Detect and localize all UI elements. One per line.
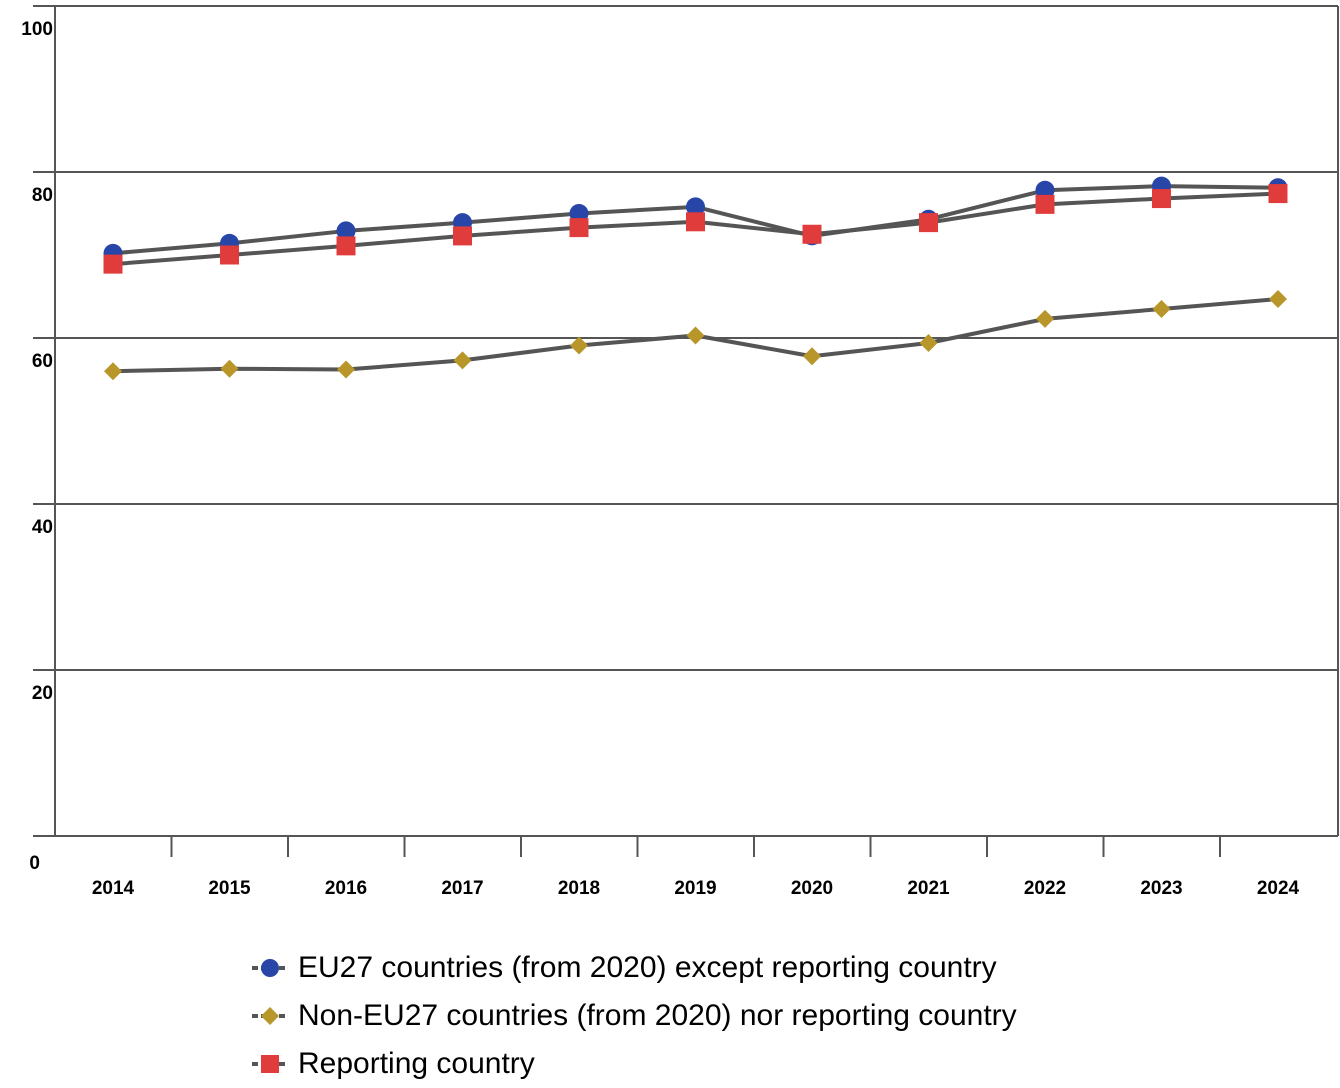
legend-label-reporting-country: Reporting country [298, 1047, 535, 1080]
point-square-2018 [569, 218, 589, 238]
legend-item-reporting-country: Reporting country [250, 1040, 1017, 1088]
x-tick-label-2016: 2016 [325, 878, 367, 899]
y-tick-labels: 0 20 40 60 80 100 [21, 19, 53, 874]
point-diamond-2022 [1036, 309, 1054, 328]
x-tick-labels: 2014 2015 2016 2017 2018 2019 2020 2021 2022 2023… [92, 878, 1300, 899]
x-tick-label-2019: 2019 [674, 878, 716, 899]
point-circle-2019 [686, 197, 705, 217]
point-diamond-2024 [1269, 289, 1287, 308]
x-tick-label-2024: 2024 [1257, 878, 1300, 899]
line-chart: 0 20 40 60 80 100 2014 2015 2016 2017 2018 2019 202… [21, 5, 1339, 899]
point-diamond-2017 [453, 351, 472, 370]
legend: EU27 countries (from 2020) except report… [250, 944, 1017, 1088]
x-tick-label-2018: 2018 [558, 878, 600, 899]
x-tick-label-2022: 2022 [1024, 878, 1066, 899]
point-square-2023 [1152, 189, 1171, 209]
point-diamond-2014 [104, 362, 122, 381]
legend-item-non-eu27: Non-EU27 countries (from 2020) nor repor… [250, 992, 1017, 1040]
legend-diamond-marker [252, 1007, 288, 1025]
y-tick-label-40: 40 [32, 517, 53, 538]
point-diamond-2023 [1152, 299, 1171, 318]
point-square-2014 [103, 254, 123, 274]
legend-label-eu27: EU27 countries (from 2020) except report… [298, 951, 997, 984]
point-square-2020 [802, 224, 822, 244]
x-tick-label-2014: 2014 [92, 878, 135, 899]
point-square-2015 [220, 245, 239, 265]
legend-square-marker [252, 1055, 288, 1073]
y-tick-label-60: 60 [32, 351, 53, 372]
axes [33, 5, 1339, 857]
x-tick-label-2021: 2021 [907, 878, 950, 899]
point-square-2016 [336, 236, 356, 256]
y-tick-label-100: 100 [21, 19, 53, 40]
point-diamond-2019 [686, 326, 705, 345]
point-square-2021 [919, 213, 938, 233]
point-diamond-2016 [337, 360, 355, 379]
x-tick-label-2020: 2020 [791, 878, 833, 899]
point-square-2017 [453, 226, 472, 246]
legend-label-non-eu27: Non-EU27 countries (from 2020) nor repor… [298, 999, 1017, 1032]
y-tick-label-0: 0 [29, 853, 40, 874]
point-diamond-2015 [220, 359, 239, 378]
y-tick-label-20: 20 [32, 683, 53, 704]
point-square-2022 [1035, 194, 1055, 214]
point-diamond-2018 [570, 336, 588, 355]
series-markers [103, 176, 1288, 381]
legend-circle-marker [252, 959, 288, 977]
point-diamond-2020 [803, 347, 821, 366]
x-tick-label-2015: 2015 [208, 878, 251, 899]
legend-item-eu27: EU27 countries (from 2020) except report… [250, 944, 1017, 992]
point-diamond-2021 [919, 333, 938, 352]
point-square-2024 [1268, 184, 1288, 204]
point-square-2019 [686, 212, 705, 232]
x-tick-label-2023: 2023 [1140, 878, 1182, 899]
x-tick-label-2017: 2017 [441, 878, 483, 899]
y-tick-label-80: 80 [32, 185, 53, 206]
point-circle-2016 [336, 221, 356, 241]
